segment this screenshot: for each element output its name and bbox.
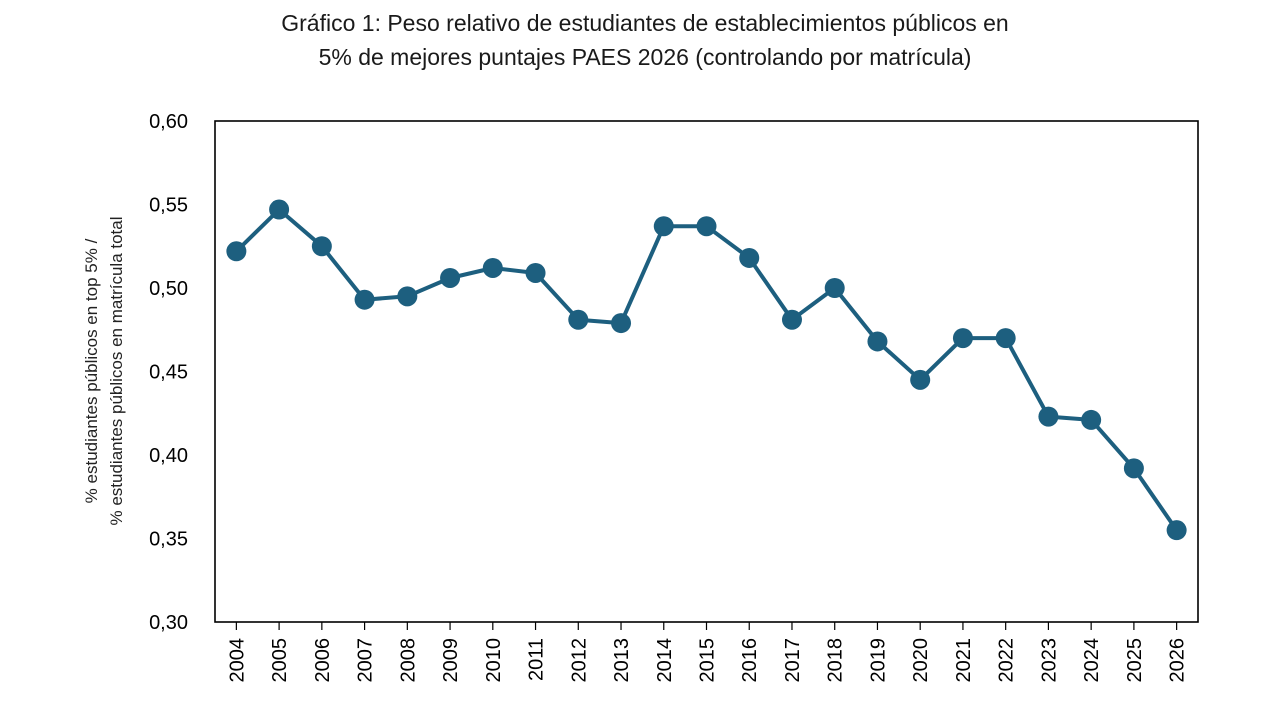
data-point-2018 [824,278,845,298]
x-tick-label: 2018 [825,638,847,683]
data-point-2025 [1123,458,1144,479]
y-tick-label: 0,35 [149,529,188,551]
data-point-2014 [653,216,674,237]
x-tick-label: 2013 [611,638,633,683]
data-point-2026 [1166,520,1187,541]
data-point-2006 [311,236,332,257]
x-tick-label: 2008 [397,638,419,683]
x-tick-label: 2017 [782,638,804,683]
x-tick-label: 2010 [483,638,505,683]
data-point-2009 [440,267,461,288]
y-tick-label: 0,30 [149,612,188,634]
x-tick-label: 2007 [355,638,377,683]
data-point-2019 [867,331,888,352]
x-tick-label: 2011 [526,638,548,681]
x-tick-label: 2026 [1167,638,1189,683]
x-tick-label: 2014 [654,638,676,683]
y-axis-label-line-1: % estudiantes públicos en top 5% / [82,238,101,503]
data-point-2022 [995,328,1016,349]
x-axis: 2004 2005 2006 2007 2008 2009 2010 2011 2012 2013… [226,622,1189,683]
data-point-2020 [910,369,931,390]
x-tick-label: 2004 [226,638,248,683]
x-tick-label: 2005 [269,638,291,683]
data-point-2016 [739,247,760,268]
y-tick-label: 0,50 [149,278,188,300]
series-line [235,207,1179,532]
series-points [226,199,1187,541]
x-tick-label: 2022 [996,638,1018,683]
x-tick-label: 2015 [697,638,719,683]
data-point-2015 [696,216,717,237]
data-point-2023 [1038,406,1059,427]
x-tick-label: 2021 [953,638,975,683]
plot-area-frame [214,120,1199,623]
chart-title-line-1: Gráfico 1: Peso relativo de estudiantes … [281,10,1009,36]
x-tick-label: 2012 [568,638,590,683]
x-tick-label: 2023 [1038,638,1060,683]
y-tick-label: 0,60 [149,111,188,133]
x-tick-label: 2016 [739,638,761,683]
y-axis: 0,30 0,35 0,40 0,45 0,50 0,55 0,60 [149,111,188,634]
y-tick-label: 0,40 [149,445,188,467]
data-point-2011 [525,262,546,283]
x-tick-label: 2009 [440,638,462,683]
x-tick-label: 2006 [312,638,334,683]
y-axis-label-line-2: % estudiantes públicos en matrícula tota… [107,216,126,525]
data-point-2005 [269,199,290,220]
data-point-2013 [611,313,632,334]
chart-title: Gráfico 1: Peso relativo de estudiantes … [0,6,1280,74]
data-point-2012 [568,309,589,330]
data-point-2010 [482,257,503,278]
x-tick-label: 2020 [910,638,932,683]
data-point-2024 [1081,409,1102,430]
x-tick-label: 2019 [867,638,889,683]
y-tick-label: 0,45 [149,362,188,384]
chart-title-line-2: 5% de mejores puntajes PAES 2026 (contro… [318,44,972,70]
data-point-2008 [397,286,418,307]
data-point-2004 [226,241,247,262]
data-point-2017 [781,309,802,330]
x-tick-label: 2025 [1124,638,1146,683]
data-point-2021 [952,328,973,349]
x-tick-label: 2024 [1081,638,1103,683]
data-point-2007 [354,289,375,310]
y-tick-label: 0,55 [149,195,188,217]
